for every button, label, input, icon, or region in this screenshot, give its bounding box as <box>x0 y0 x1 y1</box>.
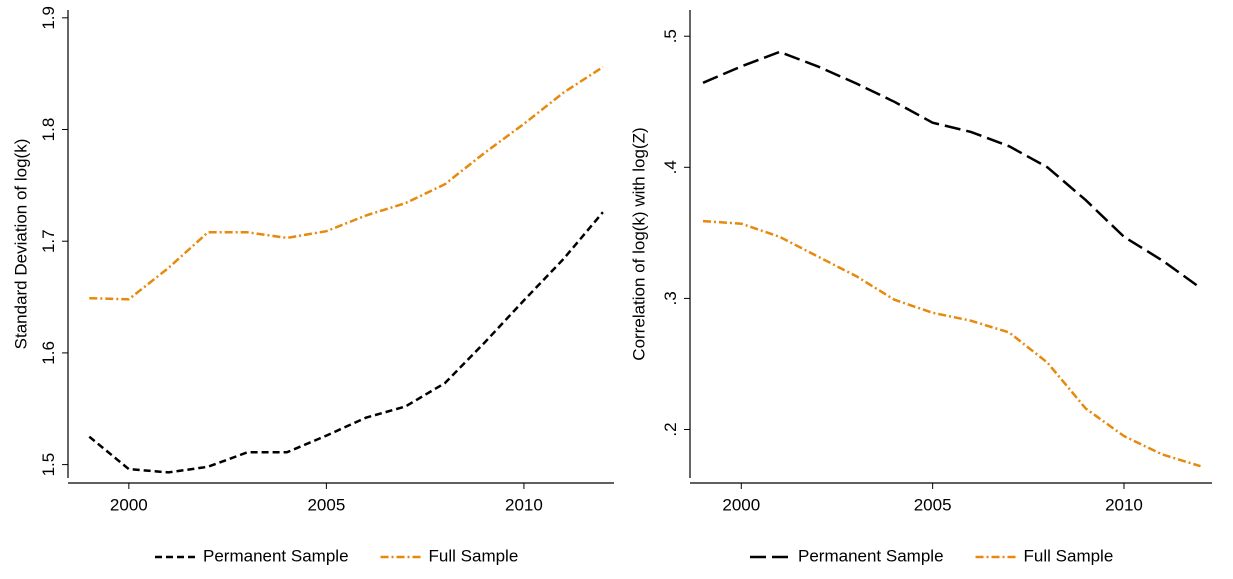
x-tick-label: 2000 <box>722 495 760 514</box>
y-tick-label: .5 <box>661 29 680 43</box>
series-line <box>88 211 604 474</box>
y-tick-label: .3 <box>661 291 680 305</box>
legend-label: Permanent Sample <box>203 546 349 565</box>
y-tick-label: 1.7 <box>39 229 58 253</box>
x-tick-label: 2005 <box>914 495 952 514</box>
y-tick-label: 1.9 <box>39 6 58 30</box>
y-tick-label: 1.5 <box>39 453 58 477</box>
y-axis-label: Standard Deviation of log(k) <box>11 139 30 350</box>
legend-label: Permanent Sample <box>798 546 944 565</box>
x-tick-label: 2010 <box>1105 495 1143 514</box>
y-tick-label: 1.8 <box>39 118 58 142</box>
y-tick-label: .2 <box>661 422 680 436</box>
x-tick-label: 2005 <box>307 495 345 514</box>
x-tick-label: 2000 <box>110 495 148 514</box>
series-line <box>89 65 604 301</box>
legend-label: Full Sample <box>429 546 519 565</box>
legend-label: Full Sample <box>1024 546 1114 565</box>
series-line <box>702 219 1201 468</box>
series-line <box>702 50 1202 289</box>
y-axis-label: Correlation of log(k) with log(Z) <box>629 127 648 360</box>
x-tick-label: 2010 <box>505 495 543 514</box>
y-tick-label: .4 <box>661 160 680 174</box>
y-tick-label: 1.6 <box>39 341 58 365</box>
